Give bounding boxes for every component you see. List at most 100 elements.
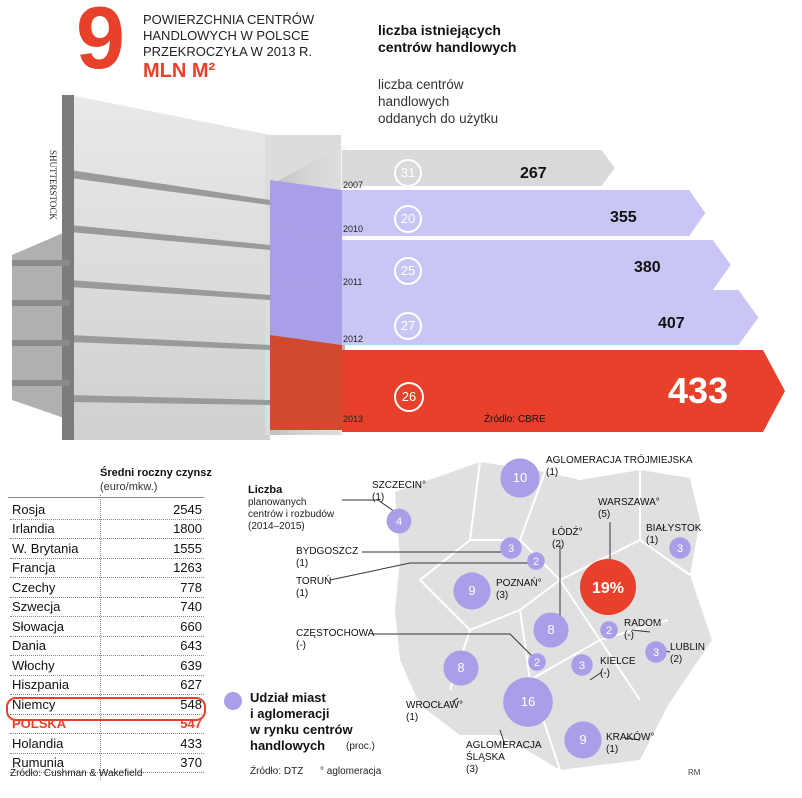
city-poznan: POZNAŃ° (3) xyxy=(496,578,542,601)
opened-circle-2010: 20 xyxy=(394,205,422,233)
city-bydgoszcz: BYDGOSZCZ (1) xyxy=(296,546,359,569)
existing-value-2013: 433 xyxy=(668,370,729,411)
city-bubble-label: 4 xyxy=(396,516,402,528)
rent-country: Irlandia xyxy=(10,519,143,539)
rent-country: Francja xyxy=(10,558,143,578)
city-bubble-label: 16 xyxy=(521,694,535,709)
bar-2011 xyxy=(342,240,731,290)
city-bubble-label: 10 xyxy=(513,470,527,485)
headline-text-1: POWIERZCHNIA CENTRÓW xyxy=(143,12,315,27)
rent-row: Rumunia 370 xyxy=(10,753,204,773)
rent-row: W. Brytania 1555 xyxy=(10,538,204,559)
opened-circle-2011: 25 xyxy=(394,257,422,285)
photo-credit: SHUTTERSTOCK xyxy=(48,150,58,220)
bar-2013 xyxy=(342,350,785,432)
city-krakow: KRAKÓW° (1) xyxy=(606,732,655,755)
rent-value: 627 xyxy=(142,675,204,695)
city-kielce: KIELCE (-) xyxy=(600,656,636,679)
city-bubble xyxy=(669,537,691,559)
city-bubble xyxy=(645,641,667,663)
existing-value-2011: 380 xyxy=(634,259,661,276)
city-bubble xyxy=(533,612,569,648)
city-bubble xyxy=(527,552,545,570)
city-bubble xyxy=(443,650,479,686)
rent-row: Niemcy 548 xyxy=(10,694,204,715)
legend-existing-1: liczba istniejących xyxy=(378,22,501,38)
planned-desc-3: (2014–2015) xyxy=(248,521,305,532)
opened-circle-2013: 26 xyxy=(394,382,424,412)
headline-unit: MLN M² xyxy=(143,60,216,82)
city-bubble xyxy=(503,677,553,727)
rent-value: 433 xyxy=(142,733,204,754)
rent-row: Dania 643 xyxy=(10,636,204,656)
city-bubble xyxy=(600,621,618,639)
headline-text-3: PRZEKROCZYŁA W 2013 R. xyxy=(143,44,313,59)
year-2012: 2012 xyxy=(343,334,364,344)
city-bubble-label: 8 xyxy=(457,660,464,675)
existing-value-2007: 267 xyxy=(520,165,547,182)
city-bubble-label: 9 xyxy=(468,583,475,598)
headline-number: 9 xyxy=(76,0,125,87)
credit: RM xyxy=(688,768,701,777)
rent-country: Rosja xyxy=(10,500,143,520)
city-bubble-label: 9 xyxy=(579,732,586,747)
legend-opened-1: liczba centrów xyxy=(378,77,464,92)
city-bubble xyxy=(580,559,636,615)
share-legend-1: Udział miast xyxy=(250,690,326,705)
city-lublin: LUBLIN (2) xyxy=(670,642,706,665)
city-bubble-label: 3 xyxy=(508,543,514,555)
rent-country: W. Brytania xyxy=(10,538,143,559)
rent-row: Słowacja 660 xyxy=(10,616,204,637)
city-bubble-label: 8 xyxy=(547,622,554,637)
rent-row: Rosja 2545 xyxy=(10,500,204,520)
rent-country: Dania xyxy=(10,636,143,656)
city-bubble xyxy=(386,508,412,534)
city-lodz: ŁÓDŹ° (2) xyxy=(552,527,583,550)
share-legend-dot xyxy=(224,692,242,710)
headline-text-2: HANDLOWYCH W POLSCE xyxy=(143,28,310,43)
city-trojmiasto: AGLOMERACJA TRÓJMIEJSKA (1) xyxy=(546,455,693,478)
opened-circle-2012: 27 xyxy=(394,312,422,340)
city-czestochowa: CZĘSTOCHOWA (-) xyxy=(296,628,375,651)
rent-row: Szwecja 740 xyxy=(10,597,204,617)
city-bialystok: BIAŁYSTOK (1) xyxy=(646,523,702,546)
rent-title: Średni roczny czynsz xyxy=(100,467,212,479)
city-bubble-label: 3 xyxy=(579,660,585,672)
city-bubble-label: 19% xyxy=(592,580,624,597)
rent-country: Słowacja xyxy=(10,616,143,637)
rent-country: Holandia xyxy=(10,733,143,754)
planned-desc-2: centrów i rozbudów xyxy=(248,509,335,520)
bar-source: Źródło: CBRE xyxy=(484,414,546,425)
city-wroclaw: WROCŁAW° (1) xyxy=(406,700,463,723)
year-2010: 2010 xyxy=(343,224,364,234)
city-bubble xyxy=(500,458,540,498)
rent-country: Szwecja xyxy=(10,597,143,617)
bar-2007 xyxy=(342,150,616,186)
year-2007: 2007 xyxy=(343,180,364,190)
share-legend-2: i aglomeracji xyxy=(250,706,330,721)
rent-row: Włochy 639 xyxy=(10,655,204,676)
rent-value: 2545 xyxy=(142,500,204,520)
city-torun: TORUŃ (1) xyxy=(296,576,332,599)
rent-country: Niemcy xyxy=(10,694,143,715)
rent-value: 639 xyxy=(142,655,204,676)
planned-label: Liczba xyxy=(248,484,283,496)
year-2011: 2011 xyxy=(343,277,363,287)
rent-value: 660 xyxy=(142,616,204,637)
rent-value: 643 xyxy=(142,636,204,656)
city-warszawa: WARSZAWA° (5) xyxy=(598,497,660,520)
city-bubble-label: 3 xyxy=(677,543,683,555)
share-legend-4: handlowych xyxy=(250,738,326,753)
rent-row: Holandia 433 xyxy=(10,733,204,754)
rent-subtitle: (euro/mkw.) xyxy=(100,481,158,493)
rent-country: Czechy xyxy=(10,577,143,598)
rent-country: Włochy xyxy=(10,655,143,676)
city-szczecin: SZCZECIN° (1) xyxy=(372,480,426,503)
city-bubble-label: 2 xyxy=(534,657,540,669)
map-source: Źródło: DTZ xyxy=(250,766,304,777)
city-bubble xyxy=(571,654,593,676)
opened-circle-2007: 31 xyxy=(394,159,422,187)
polska-highlight-box xyxy=(6,697,206,721)
rent-top-rule xyxy=(8,497,204,498)
rent-value: 740 xyxy=(142,597,204,617)
